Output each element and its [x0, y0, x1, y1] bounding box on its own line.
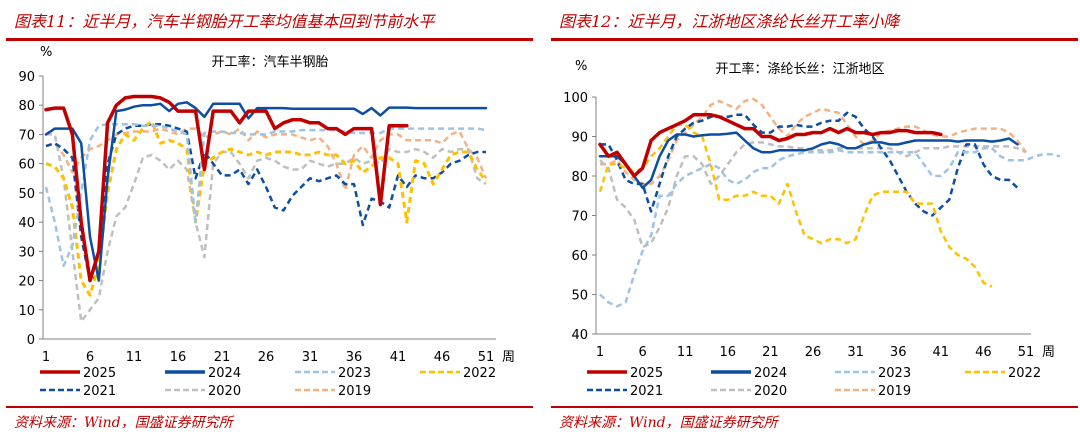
x-tick-label: 31 [302, 350, 319, 365]
y-tick-label: 40 [18, 216, 35, 231]
y-tick-label: 50 [18, 187, 35, 202]
source-divider [551, 406, 1078, 408]
x-tick-label: 16 [720, 345, 737, 360]
x-tick-label: 21 [762, 345, 779, 360]
series-line-2024 [44, 101, 488, 282]
source-note: 资料来源：Wind，国盛证券研究所 [559, 415, 778, 431]
x-tick-label: 26 [258, 350, 275, 365]
x-tick-label: 46 [975, 345, 992, 360]
legend-label-2020: 2020 [208, 384, 241, 399]
y-tick-label: 60 [571, 249, 588, 264]
x-tick-label: 26 [805, 345, 822, 360]
x-tick-label: 11 [677, 345, 694, 360]
legend-label-2022: 2022 [1008, 366, 1041, 381]
x-tick-label: 51 [478, 350, 495, 365]
legend-label-2021: 2021 [630, 384, 663, 399]
legend-label-2019: 2019 [338, 384, 371, 399]
x-tick-label: 36 [890, 345, 907, 360]
y-tick-label: 70 [18, 128, 35, 143]
figure-title: 图表12：近半月，江浙地区涤纶长丝开工率小降 [559, 12, 900, 31]
figure-11-panel: 图表11：近半月，汽车半钢胎开工率均值基本回到节前水平 开工率：汽车半钢胎% 0 1… [0, 0, 535, 439]
chart-title: 开工率：汽车半钢胎 [211, 54, 328, 70]
x-tick-label: 51 [1018, 345, 1035, 360]
y-tick-label: 80 [571, 170, 588, 185]
y-axis-unit: % [575, 59, 587, 74]
legend-label-2023: 2023 [338, 366, 371, 381]
legend-label-2025: 2025 [83, 366, 116, 381]
y-tick-label: 40 [571, 328, 588, 343]
series-line-2020 [46, 133, 487, 323]
y-tick-label: 90 [18, 70, 35, 85]
x-tick-label: 16 [170, 350, 187, 365]
y-tick-label: 0 [27, 333, 35, 348]
legend-label-2019: 2019 [878, 384, 911, 399]
series-line-2022 [45, 119, 488, 297]
series-line-2025 [44, 94, 409, 283]
x-tick-label: 6 [638, 345, 646, 360]
x-tick-label: 31 [847, 345, 864, 360]
y-tick-label: 100 [563, 91, 588, 106]
x-tick-label: 6 [86, 350, 94, 365]
series-line-2023 [44, 122, 487, 268]
x-tick-label: 36 [346, 350, 363, 365]
series-line-2021 [600, 111, 1019, 217]
series-line-2024 [598, 131, 1019, 190]
series-line-2025 [598, 113, 943, 178]
y-tick-label: 60 [18, 158, 35, 173]
series-line-2021 [45, 122, 486, 282]
y-tick-label: 20 [18, 275, 35, 290]
x-tick-label: 1 [596, 345, 604, 360]
y-tick-label: 90 [571, 131, 588, 146]
legend-label-2023: 2023 [878, 366, 911, 381]
x-tick-label: 1 [42, 350, 50, 365]
series-line-2019 [600, 97, 1028, 186]
series-line-2019 [45, 127, 488, 192]
title-divider [6, 38, 533, 41]
legend-label-2021: 2021 [83, 384, 116, 399]
legend-label-2022: 2022 [463, 366, 496, 381]
legend-label-2025: 2025 [630, 366, 663, 381]
x-tick-label: 46 [434, 350, 451, 365]
y-tick-label: 10 [18, 304, 35, 319]
y-tick-label: 70 [571, 210, 588, 225]
y-tick-label: 80 [18, 99, 35, 114]
figure-title: 图表11：近半月，汽车半钢胎开工率均值基本回到节前水平 [14, 12, 435, 31]
x-tick-label: 41 [933, 345, 950, 360]
title-divider [551, 38, 1078, 41]
y-axis-unit: % [40, 45, 52, 60]
x-axis-unit: 周 [1042, 345, 1055, 360]
series-line-2023 [599, 147, 1061, 308]
source-divider [6, 406, 533, 408]
y-tick-label: 30 [18, 245, 35, 260]
figure-12-panel: 图表12：近半月，江浙地区涤纶长丝开工率小降 开工率：涤纶长丝：江浙地区% 40 5… [545, 0, 1080, 439]
legend-label-2024: 2024 [208, 366, 241, 381]
series-line-2020 [599, 141, 1027, 249]
x-tick-label: 41 [390, 350, 407, 365]
source-note: 资料来源：Wind，国盛证券研究所 [14, 415, 233, 431]
legend-label-2020: 2020 [754, 384, 787, 399]
chart-title: 开工率：涤纶长丝：江浙地区 [715, 61, 884, 77]
x-axis-unit: 周 [502, 350, 515, 365]
y-tick-label: 50 [571, 289, 588, 304]
series-line-2022 [598, 123, 993, 288]
legend-label-2024: 2024 [754, 366, 787, 381]
x-tick-label: 21 [214, 350, 231, 365]
x-tick-label: 11 [126, 350, 143, 365]
